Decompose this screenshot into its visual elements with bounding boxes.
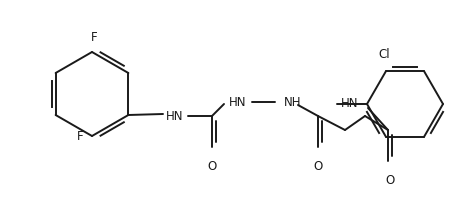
Text: HN: HN	[341, 97, 359, 110]
Text: NH: NH	[284, 95, 302, 108]
Text: Cl: Cl	[378, 48, 390, 61]
Text: F: F	[91, 31, 97, 44]
Text: O: O	[385, 174, 395, 187]
Text: HN: HN	[166, 110, 184, 123]
Text: F: F	[77, 129, 84, 142]
Text: O: O	[313, 160, 323, 173]
Text: O: O	[207, 160, 216, 173]
Text: HN: HN	[229, 95, 247, 108]
